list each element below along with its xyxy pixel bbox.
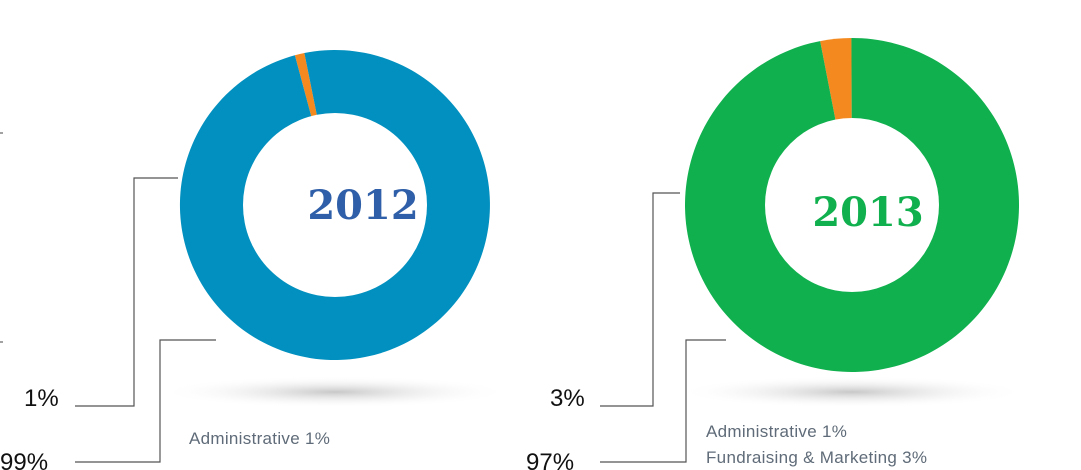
leader-line-small-slice xyxy=(75,177,178,407)
data-label-large-slice: 99% xyxy=(0,449,48,470)
legend-entry: Fundraising & Marketing 3% xyxy=(706,448,927,467)
leader-line-large-slice xyxy=(600,339,726,463)
leader-line-small-slice xyxy=(600,192,680,407)
data-label-small-slice: 1% xyxy=(24,385,59,412)
donut-hole xyxy=(243,113,427,297)
legend-entry: Administrative 1% xyxy=(706,422,847,441)
donut-chart-2013: 2013 3% 97% Administrative 1% Fundraisin… xyxy=(526,37,1027,470)
chart-shadow xyxy=(677,376,1027,408)
legend-entry: Administrative 1% xyxy=(189,429,330,448)
leader-line-large-slice xyxy=(75,339,216,463)
donut-hole xyxy=(765,118,939,292)
chart-shadow xyxy=(160,376,510,408)
data-label-large-slice: 97% xyxy=(526,449,574,470)
donut-chart-2012: 2012 1% 99% Administrative 1% xyxy=(0,50,510,470)
chart-title: 2012 xyxy=(307,182,418,229)
data-label-small-slice: 3% xyxy=(550,385,585,412)
chart-title: 2013 xyxy=(812,189,923,236)
